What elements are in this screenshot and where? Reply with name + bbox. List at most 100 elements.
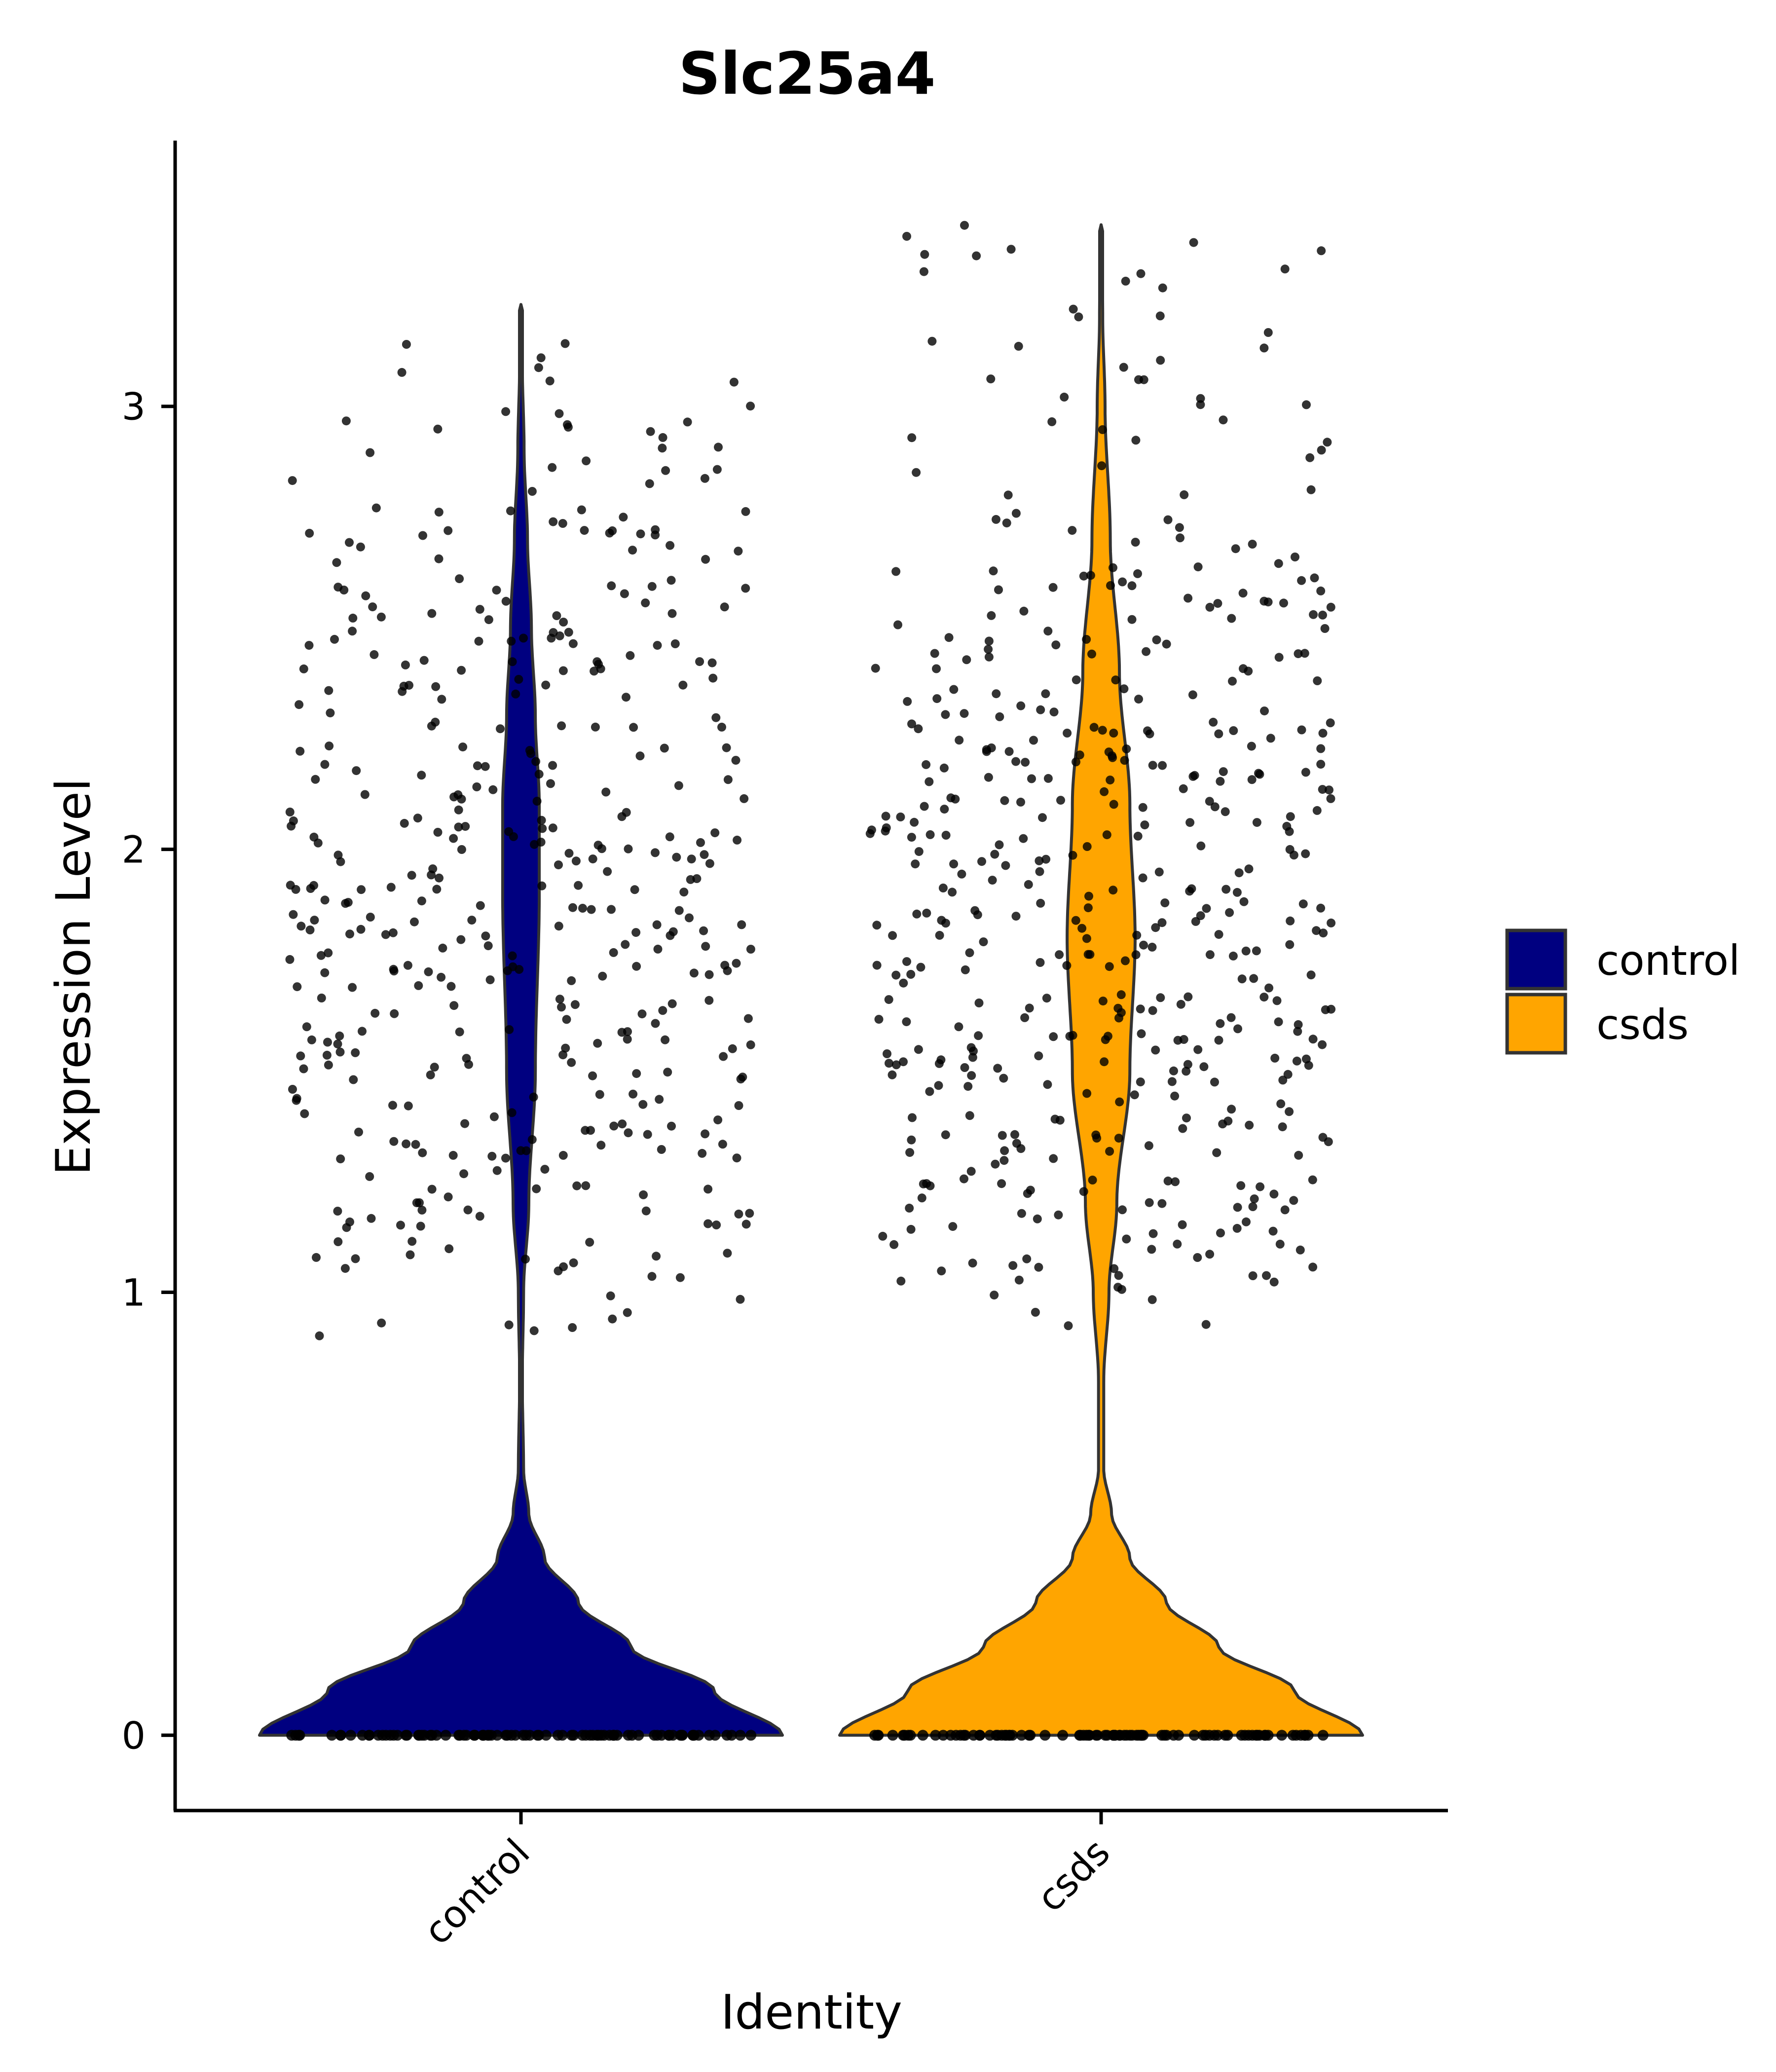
point-csds bbox=[882, 823, 891, 832]
point-csds bbox=[974, 999, 984, 1007]
point-csds bbox=[1122, 744, 1131, 754]
point-csds bbox=[999, 1156, 1009, 1165]
point-control bbox=[341, 899, 350, 908]
point-csds bbox=[1214, 930, 1223, 939]
point-control bbox=[578, 904, 587, 913]
point-control bbox=[591, 722, 600, 732]
point-csds bbox=[1104, 747, 1113, 757]
point-control bbox=[701, 942, 710, 951]
point-control bbox=[537, 881, 547, 890]
point-control bbox=[595, 1090, 604, 1099]
point-csds bbox=[925, 777, 934, 786]
point-csds bbox=[1001, 861, 1010, 870]
point-control bbox=[525, 746, 534, 755]
point-control bbox=[457, 794, 466, 804]
point-control bbox=[464, 1060, 473, 1069]
point-csds bbox=[888, 931, 897, 940]
point-csds bbox=[1157, 918, 1167, 927]
point-csds bbox=[1029, 736, 1038, 745]
point-control bbox=[438, 943, 447, 953]
point-csds bbox=[1193, 1253, 1202, 1262]
point-csds bbox=[1223, 1116, 1233, 1126]
point-csds bbox=[1102, 830, 1111, 840]
point-control bbox=[508, 657, 517, 666]
point-csds bbox=[1011, 509, 1021, 518]
point-csds-zero bbox=[1287, 1730, 1298, 1741]
point-csds bbox=[1187, 884, 1196, 893]
point-control bbox=[667, 999, 677, 1008]
point-control bbox=[292, 1096, 301, 1105]
point-csds bbox=[937, 1266, 946, 1276]
point-csds bbox=[910, 817, 919, 827]
point-csds bbox=[992, 515, 1000, 524]
point-control bbox=[397, 368, 407, 377]
point-control bbox=[370, 650, 379, 659]
point-control bbox=[288, 1085, 297, 1094]
point-csds bbox=[1272, 996, 1282, 1005]
point-csds bbox=[1184, 992, 1193, 1001]
point-csds bbox=[1014, 341, 1023, 351]
point-csds bbox=[1319, 928, 1328, 938]
point-csds bbox=[1216, 1228, 1225, 1238]
point-csds bbox=[984, 652, 994, 662]
point-csds bbox=[1241, 946, 1251, 956]
point-csds bbox=[1034, 1051, 1043, 1061]
point-control bbox=[585, 1238, 594, 1247]
point-csds bbox=[1259, 596, 1269, 606]
point-csds bbox=[1196, 911, 1205, 921]
point-csds bbox=[1292, 1056, 1301, 1066]
point-control bbox=[675, 1273, 685, 1282]
point-csds bbox=[1227, 1105, 1236, 1114]
point-csds bbox=[912, 468, 921, 477]
point-control bbox=[641, 598, 650, 608]
point-csds-zero bbox=[1159, 1730, 1170, 1741]
point-control bbox=[530, 840, 539, 849]
point-control bbox=[731, 756, 740, 765]
point-control bbox=[311, 775, 320, 784]
point-csds bbox=[1237, 974, 1247, 984]
point-csds bbox=[1118, 1205, 1127, 1215]
y-axis-ticks: 0 1 2 3 bbox=[122, 385, 175, 1757]
point-csds bbox=[1184, 593, 1193, 603]
point-control bbox=[562, 1015, 571, 1024]
point-csds bbox=[1082, 635, 1091, 644]
x-axis-title: Identity bbox=[721, 1985, 902, 2040]
point-control bbox=[624, 844, 633, 853]
point-csds bbox=[1068, 526, 1077, 535]
point-control bbox=[558, 666, 568, 675]
point-control bbox=[536, 353, 546, 363]
point-csds bbox=[966, 1167, 976, 1176]
point-control bbox=[381, 930, 390, 939]
point-csds bbox=[1024, 880, 1033, 889]
point-control bbox=[596, 1141, 606, 1150]
point-control bbox=[444, 1192, 453, 1202]
point-control bbox=[305, 925, 315, 934]
point-csds bbox=[872, 921, 882, 930]
point-csds bbox=[1011, 912, 1021, 921]
point-control bbox=[718, 1140, 727, 1149]
point-control bbox=[296, 922, 306, 931]
point-csds bbox=[1109, 800, 1118, 809]
point-csds bbox=[1316, 903, 1326, 913]
point-csds bbox=[974, 1031, 983, 1040]
point-csds bbox=[1068, 851, 1077, 860]
point-control-zero bbox=[556, 1730, 568, 1741]
legend-label-control: control bbox=[1596, 936, 1740, 985]
point-csds bbox=[1316, 744, 1326, 753]
point-csds-zero bbox=[1075, 1730, 1086, 1741]
point-csds bbox=[1318, 610, 1327, 620]
point-control bbox=[345, 929, 354, 939]
point-control bbox=[371, 503, 381, 513]
point-csds bbox=[1160, 898, 1170, 908]
point-csds bbox=[1294, 1150, 1303, 1160]
point-control bbox=[746, 402, 755, 411]
point-csds bbox=[1248, 540, 1257, 549]
point-control bbox=[710, 828, 720, 838]
point-csds bbox=[1185, 818, 1195, 827]
point-control bbox=[737, 920, 746, 929]
point-control bbox=[653, 641, 662, 650]
point-control bbox=[532, 1184, 541, 1193]
point-control-zero bbox=[510, 1730, 521, 1741]
point-control bbox=[386, 883, 396, 892]
point-control bbox=[658, 444, 667, 453]
